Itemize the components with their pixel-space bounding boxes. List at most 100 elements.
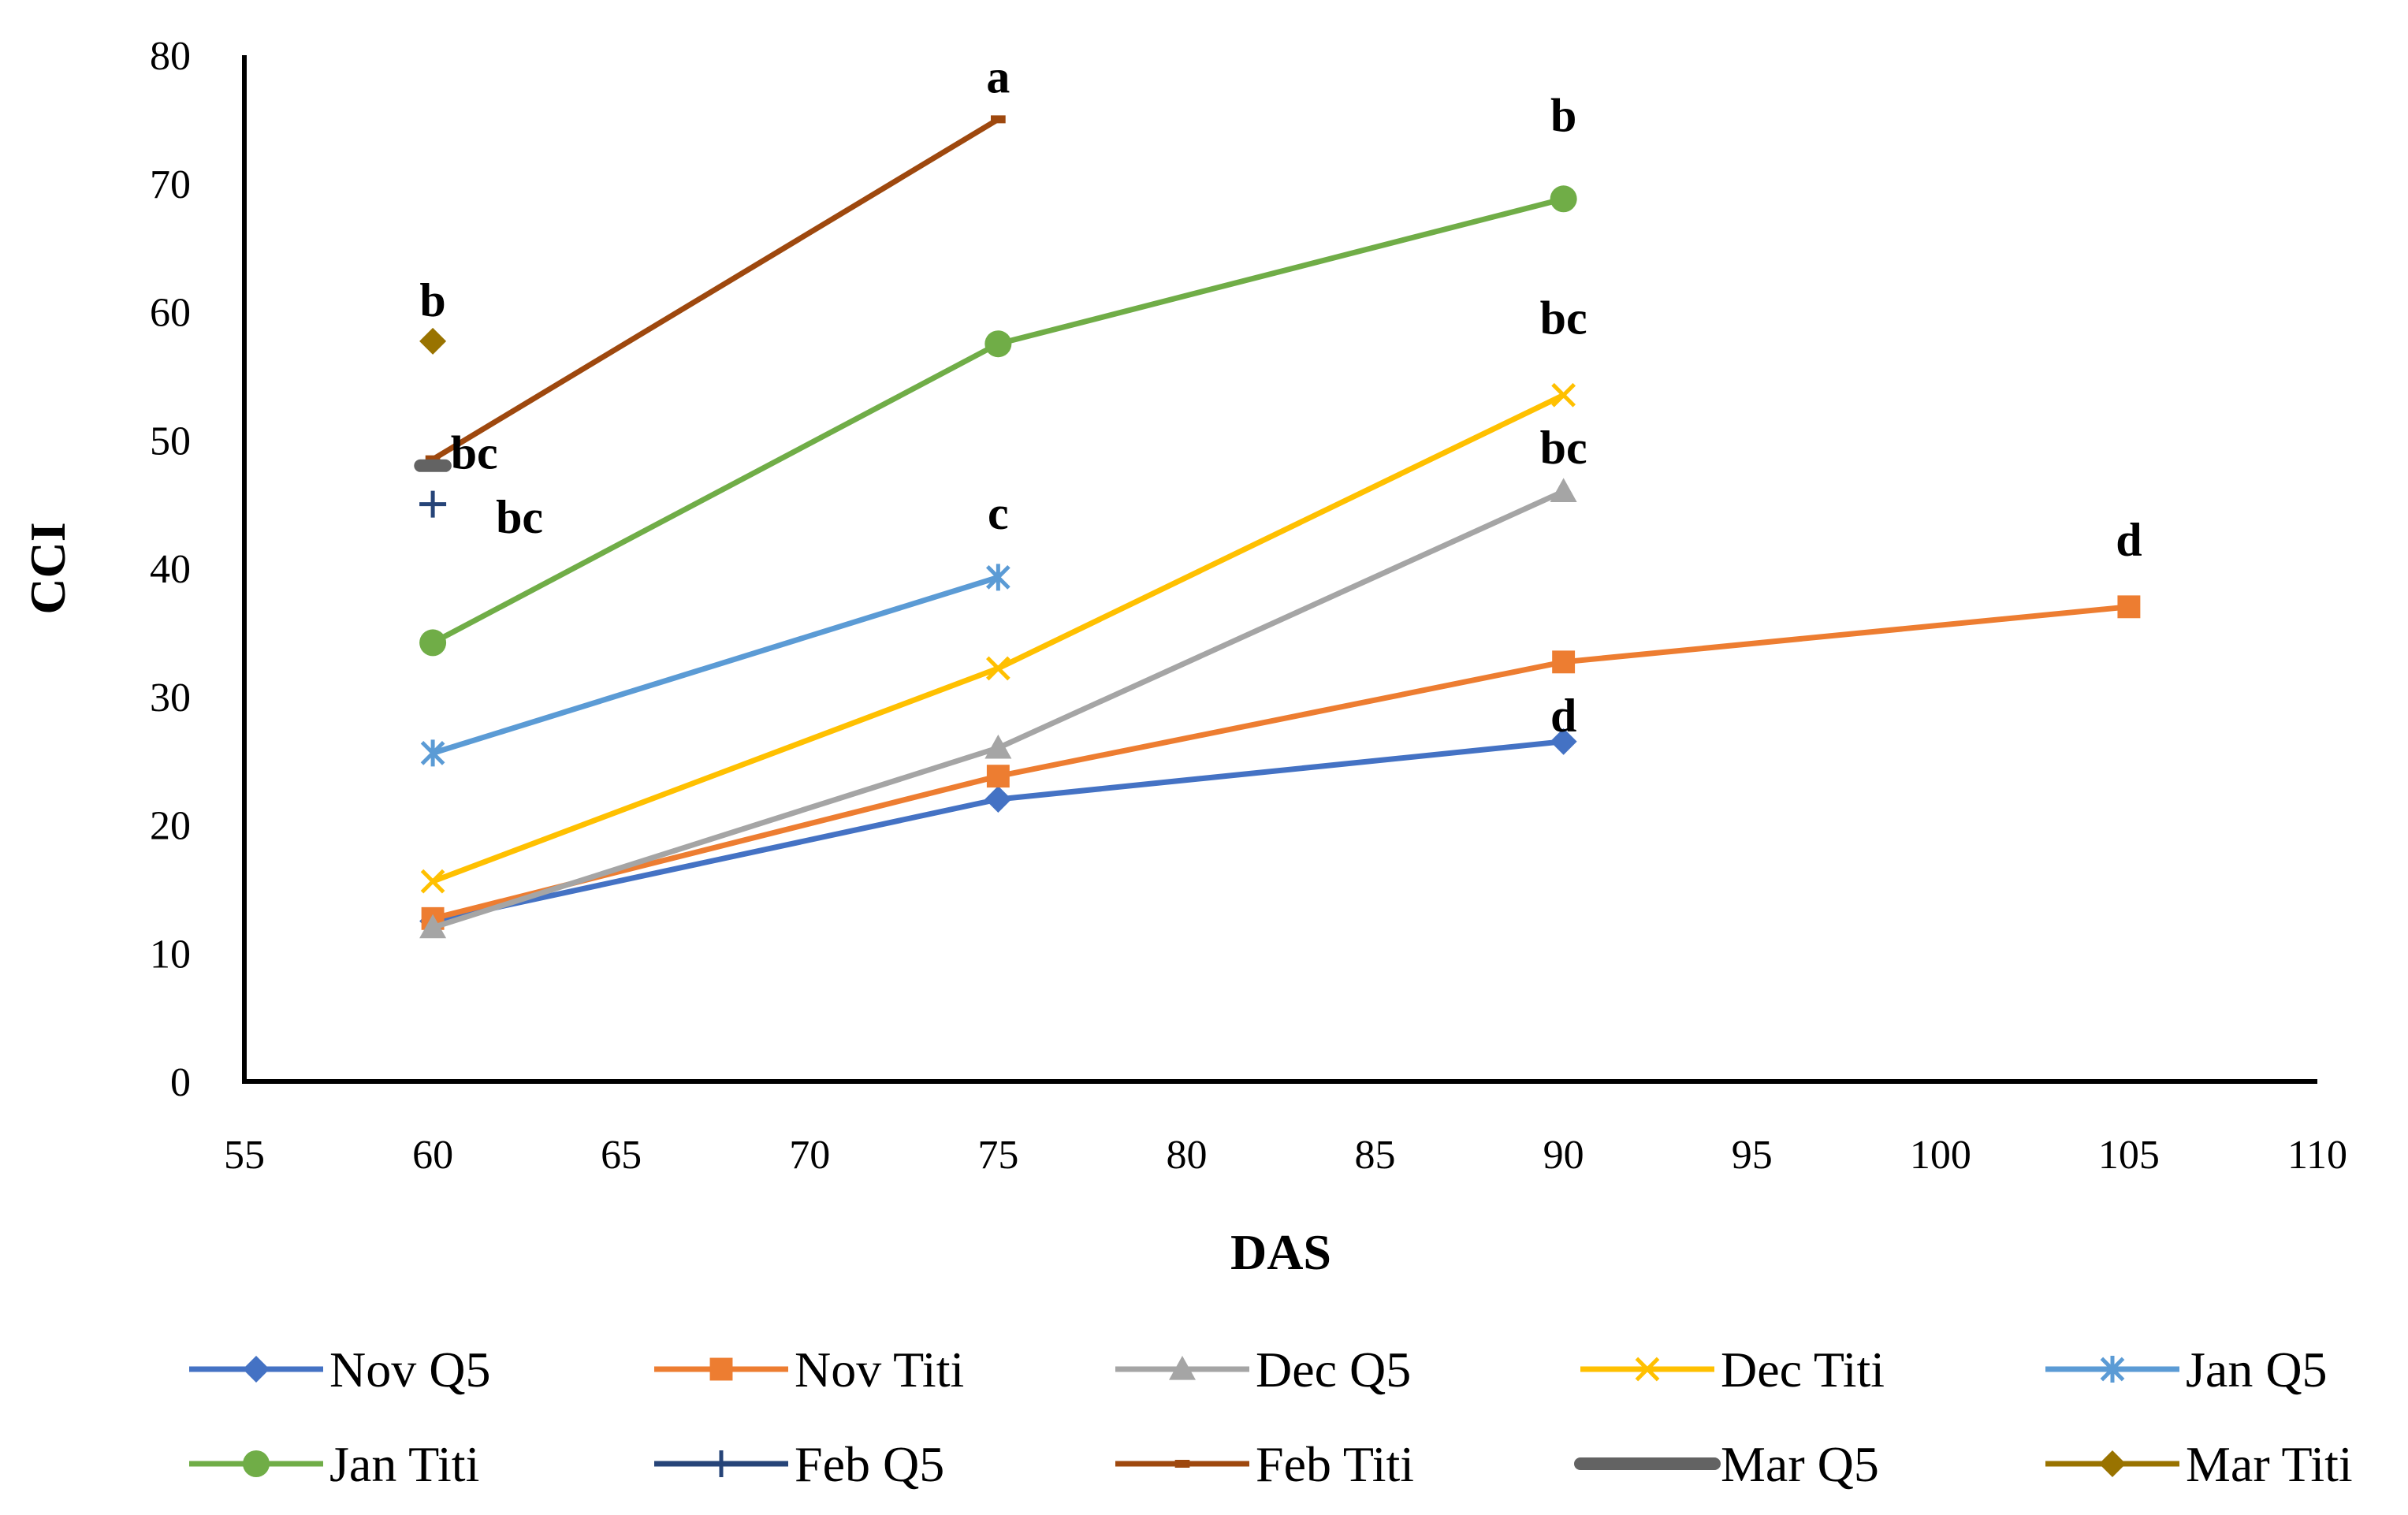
series-mar-titi [419,327,447,355]
significance-label: a [986,51,1010,103]
legend-item-jan-titi: Jan Titi [189,1436,479,1492]
y-tick-label: 20 [150,804,191,849]
legend-label: Feb Q5 [795,1436,944,1492]
data-point [419,327,447,355]
series-jan-q5 [420,564,1010,767]
series-feb-titi [425,115,1006,463]
y-tick-label: 50 [150,419,191,463]
axis-titles: DAS CCI [20,522,1331,1280]
series-line [431,117,1000,462]
legend-label: Jan Q5 [2186,1342,2328,1398]
x-tick-label: 60 [412,1133,453,1178]
legend: Nov Q5 Nov Titi Dec Q5 Dec Titi Jan Q5 Jan Ti… [189,1342,2353,1492]
legend-marker [243,1450,270,1477]
significance-label: bc [496,491,543,543]
series-nov-titi [421,595,2141,930]
x-tick-label: 80 [1166,1133,1207,1178]
series-line [432,489,1565,931]
legend-marker [1169,1356,1196,1380]
legend-label: Dec Titi [1721,1342,1885,1398]
legend-item-jan-q5: Jan Q5 [2045,1342,2328,1398]
series-dec-titi [420,382,1576,894]
x-tick-label: 100 [1910,1133,1971,1178]
legend-label: Jan Titi [329,1436,479,1492]
y-tick-label: 30 [150,676,191,720]
annotations: a b b bc bc bc bc c d d [419,51,2142,742]
series-feb-q5 [419,490,447,518]
y-axis-title: CCI [20,522,76,614]
significance-label: c [988,487,1009,539]
y-tick-label: 80 [150,34,191,79]
data-point [1552,650,1576,674]
x-tick-label: 55 [224,1133,265,1178]
data-point [984,734,1012,759]
y-tick-label: 60 [150,291,191,336]
legend-marker [2100,1356,2125,1383]
data-point [986,765,1010,788]
significance-label: b [1550,89,1576,141]
series-nov-q5 [419,728,1577,935]
legend-label: Feb Titi [1256,1436,1414,1492]
data-point [985,564,1010,591]
x-tick-label: 90 [1543,1133,1584,1178]
legend-marker [709,1357,733,1381]
data-point [420,739,445,767]
data-point [414,459,452,472]
legend-item-nov-q5: Nov Q5 [189,1342,490,1398]
legend-item-nov-titi: Nov Titi [654,1342,964,1398]
legend-item-dec-titi: Dec Titi [1580,1342,1885,1398]
legend-marker [243,1356,270,1383]
x-tick-label: 110 [2287,1133,2347,1178]
data-point [419,490,447,518]
series-dec-q5 [419,478,1577,939]
x-tick-label: 70 [789,1133,830,1178]
data-point [985,656,1010,681]
legend-item-feb-titi: Feb Titi [1115,1436,1414,1492]
significance-label: d [2116,514,2142,566]
y-tick-label: 70 [150,162,191,207]
legend-marker [1174,1460,1190,1468]
significance-label: b [419,274,445,326]
legend-item-mar-titi: Mar Titi [2045,1436,2353,1492]
data-point [420,869,445,894]
series-line [432,575,999,756]
legend-marker [708,1450,735,1477]
x-tick-label: 65 [601,1133,642,1178]
series-jan-titi [419,185,1577,657]
legend-marker [1635,1357,1660,1382]
x-tick-label: 75 [977,1133,1018,1178]
data-point [419,629,447,657]
legend-item-dec-q5: Dec Q5 [1115,1342,1411,1398]
data-point [1550,185,1577,213]
data-point [2117,595,2141,619]
data-point [1550,478,1577,502]
y-tick-label: 0 [170,1060,191,1105]
legend-label: Nov Titi [795,1342,964,1398]
legend-item-feb-q5: Feb Q5 [654,1436,944,1492]
series-line [432,604,2130,921]
data-point [419,914,447,939]
legend-label: Nov Q5 [329,1342,490,1398]
data-point [984,330,1012,358]
significance-label: bc [1540,292,1587,344]
data-point [1550,728,1577,755]
legend-label: Mar Q5 [1721,1436,1879,1492]
series-group [414,115,2141,939]
series-mar-q5 [414,459,452,472]
x-tick-label: 95 [1732,1133,1773,1178]
significance-label: bc [1540,422,1587,474]
y-tick-label: 10 [150,932,191,977]
significance-label: d [1550,690,1576,742]
legend-label: Dec Q5 [1256,1342,1411,1398]
data-point [1551,382,1576,408]
axes [242,55,2317,1084]
data-point [425,455,441,463]
legend-marker [2099,1450,2126,1477]
data-point [991,115,1006,124]
data-point [984,785,1012,813]
x-tick-label: 105 [2098,1133,2160,1178]
x-axis-title: DAS [1230,1224,1331,1280]
significance-label: bc [451,427,498,479]
